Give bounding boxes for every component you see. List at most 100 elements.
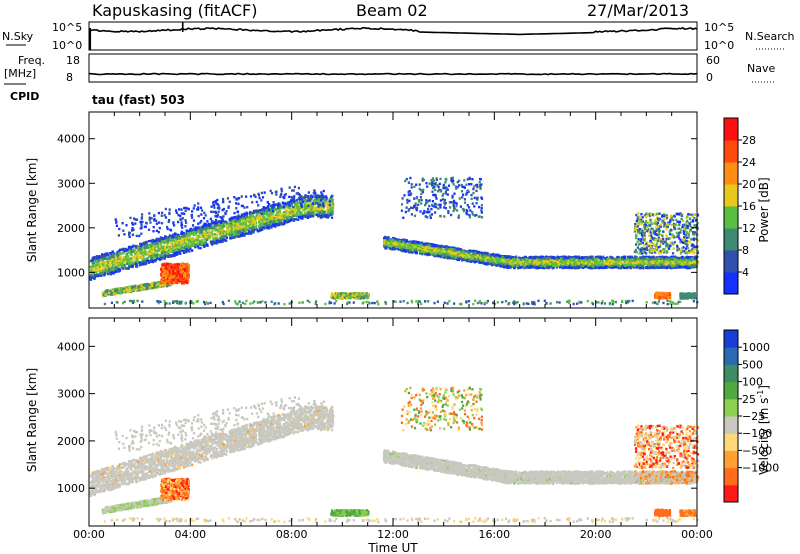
- power-cell: [295, 198, 298, 202]
- power-cell: [95, 257, 99, 260]
- power-cell: [274, 223, 277, 226]
- power-cell: [170, 263, 174, 266]
- power-cell: [294, 203, 297, 207]
- power-cell: [313, 200, 316, 203]
- power-cell: [172, 243, 175, 246]
- power-cell: [141, 256, 144, 259]
- power-cell: [241, 223, 244, 226]
- power-cell: [222, 223, 225, 226]
- power-cell: [153, 242, 156, 245]
- power-cell: [288, 200, 291, 204]
- power-cell: [322, 214, 325, 217]
- power-cell: [327, 211, 330, 214]
- power-cell: [274, 217, 277, 220]
- power-cell: [283, 213, 286, 216]
- power-cell: [130, 261, 133, 264]
- power-cell: [95, 268, 98, 272]
- power-cell: [195, 231, 198, 235]
- power-cell: [127, 266, 130, 269]
- power-cell: [121, 266, 124, 269]
- power-cell: [251, 215, 254, 218]
- power-cell: [269, 211, 272, 214]
- power-cell: [272, 214, 275, 218]
- noise-right-tick-bottom: 10^0: [704, 39, 734, 52]
- power-cell: [104, 273, 107, 276]
- power-cell: [137, 252, 140, 256]
- power-cell: [158, 245, 161, 248]
- power-cell: [107, 270, 110, 273]
- power-cell: [245, 211, 248, 214]
- power-cell: [265, 218, 268, 221]
- power-cell: [326, 207, 329, 210]
- power-cell: [235, 230, 238, 234]
- power-cell: [98, 263, 101, 266]
- power-cell: [134, 287, 137, 290]
- power-cell: [190, 244, 193, 248]
- power-cell: [223, 232, 226, 236]
- power-cell: [223, 231, 226, 234]
- power-cell: [268, 213, 271, 216]
- power-cell: [280, 220, 283, 223]
- power-cell: [191, 228, 194, 232]
- power-cell: [224, 238, 227, 242]
- power-cell: [155, 249, 158, 252]
- power-cell: [119, 292, 122, 295]
- power-cell: [165, 250, 168, 253]
- power-cell: [150, 250, 153, 253]
- power-cell: [157, 283, 160, 286]
- power-cell: [309, 201, 312, 205]
- power-cell: [180, 237, 183, 240]
- power-cell: [89, 276, 92, 279]
- power-cell: [158, 280, 161, 284]
- power-cell: [163, 244, 166, 247]
- power-cell: [102, 267, 105, 270]
- power-cell: [139, 261, 142, 264]
- power-cell: [262, 214, 265, 218]
- power-cell: [314, 198, 317, 201]
- power-cell: [258, 229, 261, 232]
- power-cell: [116, 257, 119, 261]
- power-cell: [206, 231, 209, 234]
- power-cell: [220, 218, 223, 221]
- power-cell: [185, 237, 188, 240]
- power-cell: [163, 250, 166, 254]
- power-cell: [185, 240, 188, 243]
- power-cell: [300, 211, 303, 214]
- power-cell: [137, 246, 140, 249]
- power-cell: [329, 198, 332, 201]
- power-cell: [183, 251, 186, 254]
- power-cell: [287, 202, 290, 205]
- power-cell: [242, 232, 245, 235]
- power-cell: [192, 233, 195, 237]
- power-cell: [303, 210, 306, 213]
- power-cell: [261, 221, 264, 224]
- power-cell: [169, 234, 172, 238]
- power-cell: [124, 248, 127, 251]
- power-cell: [105, 270, 109, 273]
- power-cell: [185, 280, 188, 284]
- power-cell: [275, 203, 278, 206]
- power-cell: [164, 241, 167, 244]
- power-cell: [143, 243, 146, 246]
- power-cell: [107, 272, 110, 276]
- power-cell: [137, 256, 141, 259]
- power-cell: [234, 233, 237, 236]
- power-cell: [166, 252, 169, 256]
- power-cell: [195, 227, 198, 230]
- power-cell: [289, 208, 292, 211]
- power-cell: [295, 206, 298, 209]
- power-cell: [200, 228, 203, 232]
- power-cell: [321, 212, 325, 215]
- power-cell: [170, 238, 173, 241]
- power-cell: [161, 280, 164, 283]
- power-cell: [222, 230, 225, 233]
- power-cell: [147, 261, 150, 264]
- power-cell: [167, 236, 170, 239]
- power-cell: [110, 266, 113, 269]
- power-cell: [329, 211, 332, 215]
- power-cell: [112, 266, 115, 269]
- power-cell: [297, 211, 301, 214]
- power-cell: [160, 249, 163, 252]
- power-cell: [305, 204, 309, 208]
- power-cell: [182, 233, 185, 236]
